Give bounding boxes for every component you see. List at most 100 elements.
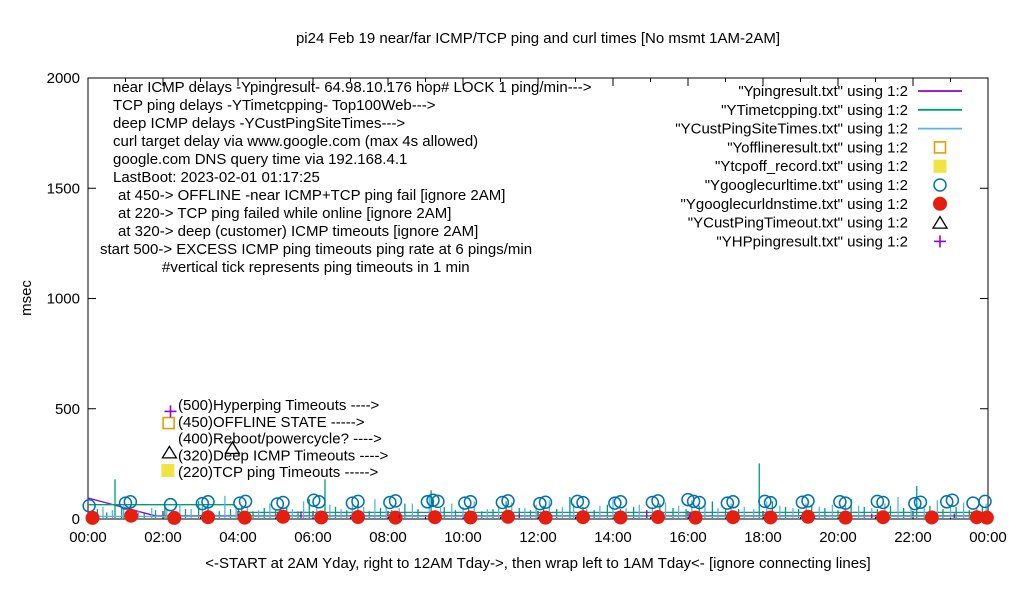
annotation-block: near ICMP delays -Ypingresult- 64.98.10.… <box>100 79 592 276</box>
data-point <box>870 494 885 509</box>
data-point <box>161 445 178 459</box>
legend-marker-open-square <box>933 141 947 154</box>
data-point <box>163 497 178 512</box>
x-tick-label: 04:00 <box>219 529 257 546</box>
data-point <box>978 494 992 509</box>
x-tick-label: 20:00 <box>819 529 857 546</box>
mid-label: (500)Hyperping Timeouts ----> <box>178 397 380 414</box>
legend-label: "YTimetcpping.txt" using 1:2 <box>721 102 908 119</box>
y-tick-label: 1000 <box>47 291 80 308</box>
data-point <box>801 509 815 524</box>
data-point <box>161 463 175 477</box>
data-point <box>345 496 360 510</box>
legend-label: "Ygooglecurltime.txt" using 1:2 <box>705 177 908 194</box>
data-point <box>876 510 890 525</box>
data-point <box>645 495 660 510</box>
mid-label: (450)OFFLINE STATE -----> <box>178 414 365 431</box>
annotation-line: at 220-> TCP ping failed while online [i… <box>118 205 451 222</box>
data-point <box>463 510 478 525</box>
data-series <box>82 405 994 525</box>
data-point <box>833 495 847 509</box>
data-point <box>969 510 984 525</box>
annotation-line: at 450-> OFFLINE -near ICMP+TCP ping fai… <box>118 187 505 204</box>
data-point <box>940 495 954 509</box>
data-point <box>463 495 478 509</box>
data-point <box>501 509 515 524</box>
data-point <box>167 510 182 525</box>
data-point <box>720 496 735 510</box>
data-point <box>351 494 365 509</box>
x-tick-label: 06:00 <box>294 529 332 546</box>
data-point <box>431 494 445 509</box>
data-point <box>82 499 96 513</box>
data-point <box>726 510 740 525</box>
data-point <box>201 495 215 509</box>
data-point <box>458 496 472 510</box>
data-point <box>427 510 442 525</box>
data-point <box>613 495 628 509</box>
mid-label: (320)Deep ICMP Timeouts ----> <box>178 447 388 464</box>
data-point <box>533 496 547 511</box>
series-Ygooglecurltime-txt <box>82 492 992 513</box>
legend-label: "Ypingresult.txt" using 1:2 <box>738 83 908 100</box>
y-tick-label: 500 <box>55 401 80 418</box>
x-tick-label: 18:00 <box>744 529 782 546</box>
x-tick-label: 08:00 <box>369 529 407 546</box>
data-point <box>538 495 553 509</box>
series-Ygooglecurldnstime-txt <box>85 508 994 525</box>
data-point <box>307 493 321 508</box>
legend-label: "YHPpingresult.txt" using 1:2 <box>716 233 908 250</box>
annotation-line: near ICMP delays -Ypingresult- 64.98.10.… <box>113 79 592 96</box>
x-tick-label: 10:00 <box>444 529 482 546</box>
legend-marker-filled-square <box>933 159 947 173</box>
annotation-line: curl target delay via www.google.com (ma… <box>113 133 478 150</box>
data-point <box>651 510 665 525</box>
data-point <box>763 495 778 510</box>
data-point <box>237 510 252 525</box>
data-point <box>118 496 133 510</box>
legend-marker-filled-circle <box>933 196 947 211</box>
data-point <box>726 495 740 509</box>
legend-label: "Ytcpoff_record.txt" using 1:2 <box>715 158 908 175</box>
data-point <box>688 510 703 525</box>
series-YCustPingTimeout-txt <box>161 440 241 459</box>
legend-label: "Yofflineresult.txt" using 1:2 <box>727 139 908 156</box>
data-point <box>613 510 628 525</box>
legend-label: "YCustPingTimeout.txt" using 1:2 <box>688 215 908 232</box>
data-point <box>388 494 403 508</box>
data-point <box>388 510 403 525</box>
series-Ytcpoff_record-txt <box>161 463 175 477</box>
data-point <box>312 495 326 509</box>
data-point <box>686 494 701 509</box>
x-tick-label: 14:00 <box>594 529 632 546</box>
data-point <box>795 495 810 509</box>
data-point <box>314 510 329 525</box>
data-point <box>426 493 440 508</box>
x-tick-label: 00:00 <box>969 529 1007 546</box>
x-tick-label: 02:00 <box>144 529 182 546</box>
data-point <box>270 497 285 511</box>
annotation-line: deep ICMP delays -YCustPingSiteTimes---> <box>113 115 405 132</box>
data-point <box>763 510 778 525</box>
data-point <box>238 494 253 509</box>
series-YHPpingresult-txt <box>164 405 955 518</box>
x-tick-label: 00:00 <box>69 529 107 546</box>
plot-frame: 00:00 02:00 04:00 06:00 08:00 10:00 12:00 14:00… <box>47 70 1007 546</box>
y-tick-label: 2000 <box>47 70 80 87</box>
data-point <box>351 510 365 525</box>
annotation-line: start 500-> EXCESS ICMP ping timeouts pi… <box>100 241 532 258</box>
data-point <box>979 510 994 525</box>
data-point <box>201 510 215 525</box>
data-point <box>838 510 853 525</box>
annotation-line: #vertical tick represents ping timeouts … <box>162 259 470 276</box>
chart-title: pi24 Feb 19 near/far ICMP/TCP ping and c… <box>296 30 780 47</box>
data-point <box>908 496 922 511</box>
y-axis-label: msec <box>18 280 35 316</box>
mid-label: (220)TCP ping Timeouts -----> <box>178 464 378 481</box>
x-tick-label: 16:00 <box>669 529 707 546</box>
data-point <box>383 495 397 510</box>
mid-chart-labels: (500)Hyperping Timeouts ---->(450)OFFLIN… <box>178 397 388 481</box>
data-point <box>224 440 241 455</box>
